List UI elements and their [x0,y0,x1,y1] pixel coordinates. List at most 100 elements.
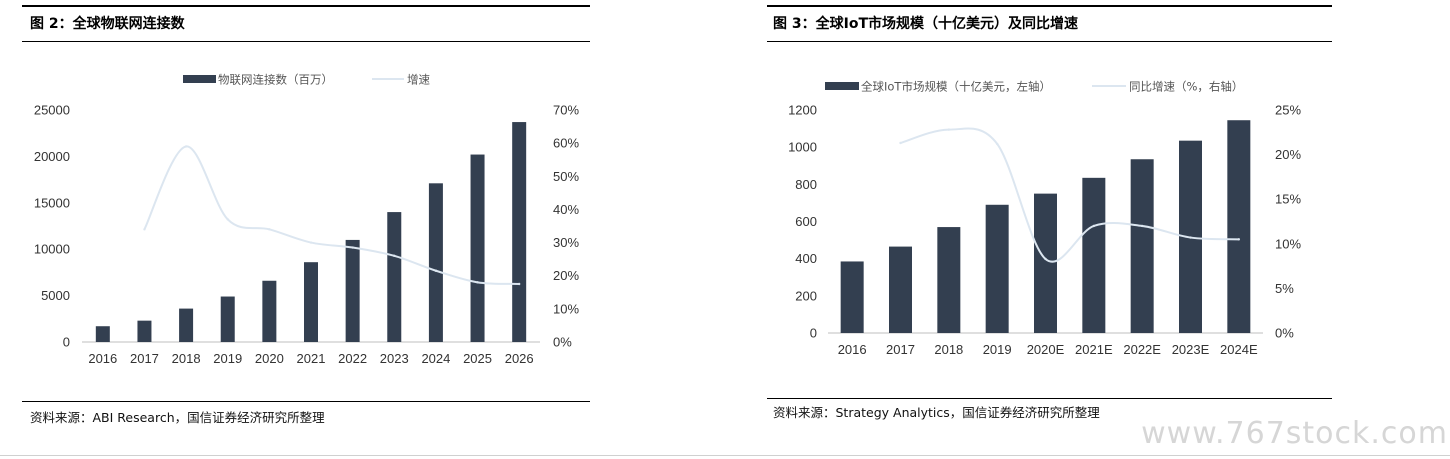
x-axis-tick-label: 2023E [1172,342,1210,357]
growth-rate-line [143,145,520,285]
page-bottom-border [0,455,1450,456]
figure-2-panel: 图 2：全球物联网连接数 25000 20000 15000 10000 5000 0 70… [22,5,590,425]
title-bottom-rule [767,41,1332,42]
bar [95,326,110,342]
bar [179,308,194,342]
growth-rate-point [476,281,479,284]
growth-rate-point [517,282,521,286]
left-axis-tick-label: 1200 [788,103,817,118]
left-axis-tick-label: 20000 [34,149,70,164]
growth-rate-point [143,228,146,231]
left-axis-tick-label: 600 [795,214,817,229]
figure-title: 图 2：全球物联网连接数 [30,16,185,32]
x-axis-tick-label: 2020E [1027,342,1065,357]
growth-rate-point [226,218,229,221]
x-axis-tick-label: 2021E [1075,342,1113,357]
growth-rate-point [947,128,951,131]
x-axis-tick-label: 2026 [505,351,534,366]
legend-bar-label: 全球IoT市场规模（十亿美元，左轴） [861,80,1051,94]
growth-rate-point [995,142,999,146]
bar [470,154,485,342]
growth-rate-point [1044,257,1047,261]
x-axis-tick-label: 2016 [838,342,867,357]
right-axis-tick-label: 25% [1275,103,1301,118]
growth-rate-point [1140,224,1144,228]
growth-rate-point [1092,224,1096,228]
x-axis-tick-label: 2021 [297,351,326,366]
x-axis-tick-label: 2025 [463,351,492,366]
source-note: 资料来源：ABI Research，国信证券经济研究所整理 [30,410,325,425]
left-axis-tick-label: 15000 [34,195,70,210]
bar [1034,193,1057,333]
growth-rate-point [351,246,354,249]
bar [428,183,443,342]
x-axis-tick-label: 2022 [338,351,367,366]
left-axis-tick-label: 0 [810,326,817,341]
left-axis-tick-label: 0 [63,335,70,350]
bar [1227,120,1251,334]
title-top-rule [767,5,1332,7]
right-axis-tick-label: 60% [553,136,579,151]
x-axis-tick-label: 2018 [172,351,201,366]
left-axis-tick-label: 10000 [34,242,70,257]
source-rule [767,398,1332,399]
x-axis-tick-label: 2023 [380,351,409,366]
growth-rate-point [434,269,438,272]
x-axis-tick-label: 2017 [130,351,159,366]
title-top-rule [22,5,590,7]
legend-bar-label: 物联网连接数（百万） [218,73,333,87]
right-axis-tick-label: 30% [553,235,579,250]
right-axis-tick-label: 20% [1275,147,1301,162]
bar [937,227,961,333]
bar [840,261,864,333]
x-axis-tick-label: 2024E [1220,342,1258,357]
left-axis-tick-label: 800 [795,177,817,192]
x-axis-tick-label: 2022E [1123,342,1161,357]
x-axis-tick-label: 2019 [213,351,242,366]
watermark-text: www.767stock.com [1141,416,1448,451]
figure-title: 图 3：全球IoT市场规模（十亿美元）及同比增速 [773,16,1078,32]
growth-rate-point [1237,238,1241,241]
legend-line-label: 同比增速（%，右轴） [1129,80,1243,94]
x-axis-tick-label: 2017 [886,342,915,357]
growth-rate-point [899,141,902,145]
right-axis-tick-label: 10% [553,301,579,316]
growth-rate-point [1189,236,1192,239]
growth-rate-point [393,254,396,258]
left-axis-tick-label: 200 [795,288,817,303]
bar [512,122,527,343]
bar [220,296,235,342]
bar [304,262,318,342]
x-axis-tick-label: 2024 [421,351,450,366]
left-axis-tick-label: 25000 [34,103,70,118]
right-axis-tick-label: 15% [1275,192,1301,207]
bar [889,246,912,333]
iot-market-chart: 1200 1000 800 600 400 200 0 25% 20% 15% 10% 5% 0% 201… [788,80,1301,358]
bar [387,212,402,342]
left-axis-tick-label: 400 [795,251,817,266]
legend-bar-swatch [825,82,859,90]
bar [985,204,1009,333]
title-bottom-rule [22,41,590,42]
left-axis-tick-label: 5000 [41,288,70,303]
right-axis-tick-label: 5% [1275,281,1294,296]
x-axis-tick-label: 2019 [983,342,1012,357]
bar [262,280,277,342]
x-axis-tick-label: 2016 [88,351,117,366]
source-rule [22,401,590,402]
legend-line-label: 增速 [407,73,430,87]
right-axis-tick-label: 70% [553,103,579,118]
left-axis-tick-label: 1000 [788,140,817,155]
bar [137,320,152,342]
connections-chart: 25000 20000 15000 10000 5000 0 70% 60% 50% 40% 30%… [34,73,580,367]
figure-3-panel: 图 3：全球IoT市场规模（十亿美元）及同比增速 1200 1000 800 600 4… [725,0,1450,459]
growth-rate-line [900,127,1239,263]
right-axis-tick-label: 0% [1275,326,1294,341]
growth-rate-point [309,241,313,244]
bar [345,239,360,342]
bar [1082,177,1106,333]
right-axis-tick-label: 20% [553,268,579,283]
right-axis-tick-label: 50% [553,169,579,184]
right-axis-tick-label: 10% [1275,236,1301,251]
right-axis-tick-label: 0% [553,335,572,350]
